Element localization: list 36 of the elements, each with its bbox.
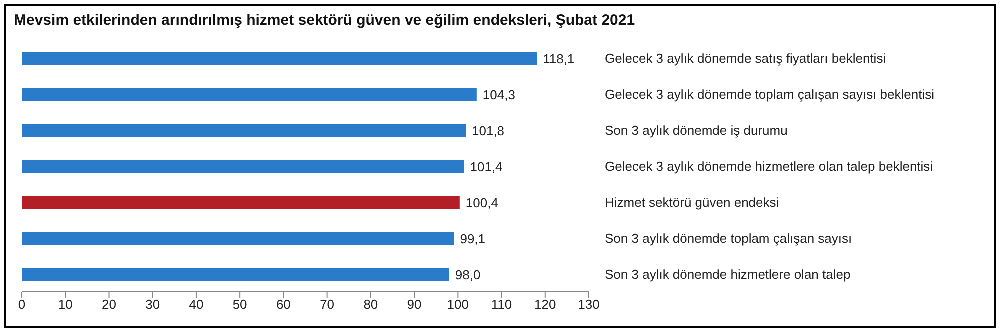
bar (22, 52, 538, 65)
x-tick-label: 20 (102, 297, 116, 312)
chart-title: Mevsim etkilerinden arındırılmış hizmet sektörü güven ve eğilim endeksleri, Şubat 2021 (14, 12, 636, 29)
bar (22, 124, 466, 137)
x-tick-label: 70 (320, 297, 335, 312)
data-label: 99,1 (460, 232, 486, 246)
data-label: 101,8 (472, 124, 505, 138)
bar (22, 232, 454, 245)
x-tick-label: 90 (407, 297, 422, 312)
x-tick-label: 110 (491, 297, 512, 312)
x-tick-label: 100 (447, 297, 470, 312)
y-tick-label: Son 3 aylık dönemde toplam çalışan sayısı (605, 231, 852, 246)
bar (22, 160, 464, 173)
data-label: 104,3 (482, 88, 516, 102)
bar (22, 268, 450, 281)
data-label: 100,4 (466, 196, 498, 210)
bar (22, 196, 460, 209)
x-tick-label: 40 (189, 297, 204, 312)
x-tick-label: 80 (364, 297, 378, 312)
y-tick-label: Hizmet sektörü güven endeksi (605, 195, 780, 210)
y-tick-label: Son 3 aylık dönemde iş durumu (605, 123, 788, 138)
data-label: 101,4 (470, 160, 503, 174)
x-tick-label: 120 (534, 297, 556, 312)
y-tick-label: Gelecek 3 aylık dönemde toplam çalışan sayısı beklentisi (605, 87, 935, 102)
y-tick-label: Son 3 aylık dönemde hizmetlere olan talep (605, 267, 851, 282)
data-label: 118,1 (543, 52, 575, 66)
x-tick-label: 30 (146, 297, 160, 312)
y-tick-label: Gelecek 3 aylık dönemde hizmetlere olan talep beklentisi (605, 159, 934, 174)
x-tick-label: 50 (232, 297, 248, 312)
data-label: 98,0 (455, 268, 481, 282)
x-tick-label: 60 (276, 297, 291, 312)
x-tick-label: 0 (18, 297, 26, 312)
y-tick-label: Gelecek 3 aylık dönemde satış fiyatları beklentisi (605, 51, 886, 66)
x-tick-label: 10 (58, 297, 73, 312)
bar (22, 88, 477, 101)
x-tick-label: 130 (578, 297, 600, 312)
